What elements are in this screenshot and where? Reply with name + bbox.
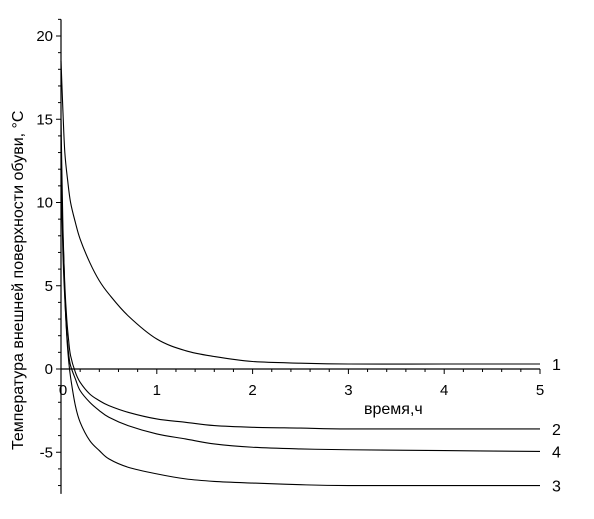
y-tick-label: 15: [36, 111, 53, 128]
series-label-1: 1: [552, 357, 561, 374]
series-labels: 1 2 4 3: [552, 357, 561, 496]
x-tick-label: 4: [440, 382, 448, 399]
y-tick-label: 20: [36, 28, 53, 45]
y-tick-label: -5: [40, 444, 53, 461]
series-line-4: [60, 169, 541, 452]
x-tick-label: 0: [59, 382, 67, 399]
series-line-2: [60, 169, 540, 430]
axes: [60, 19, 540, 494]
x-tick-label: 5: [536, 382, 544, 399]
y-tick-label: 10: [36, 195, 53, 212]
series-lines: [60, 60, 541, 487]
x-tick-label: 3: [344, 382, 352, 399]
y-axis-title: Температура внешней поверхности обуви, °…: [10, 111, 27, 450]
x-tick-label: 1: [153, 382, 161, 399]
series-label-3: 3: [552, 479, 561, 496]
series-line-3: [60, 119, 540, 487]
y-tick-label: 0: [45, 361, 53, 378]
y-tick-label: 5: [45, 278, 53, 295]
series-label-2: 2: [552, 422, 561, 439]
series-label-4: 4: [552, 444, 561, 461]
x-tick-label: 2: [248, 382, 256, 399]
ticks: 0 1 2 3 4 5 -5 0 5 10 15 20: [36, 18, 544, 487]
x-axis-title: время,ч: [364, 401, 423, 418]
series-line-1: [60, 60, 541, 365]
